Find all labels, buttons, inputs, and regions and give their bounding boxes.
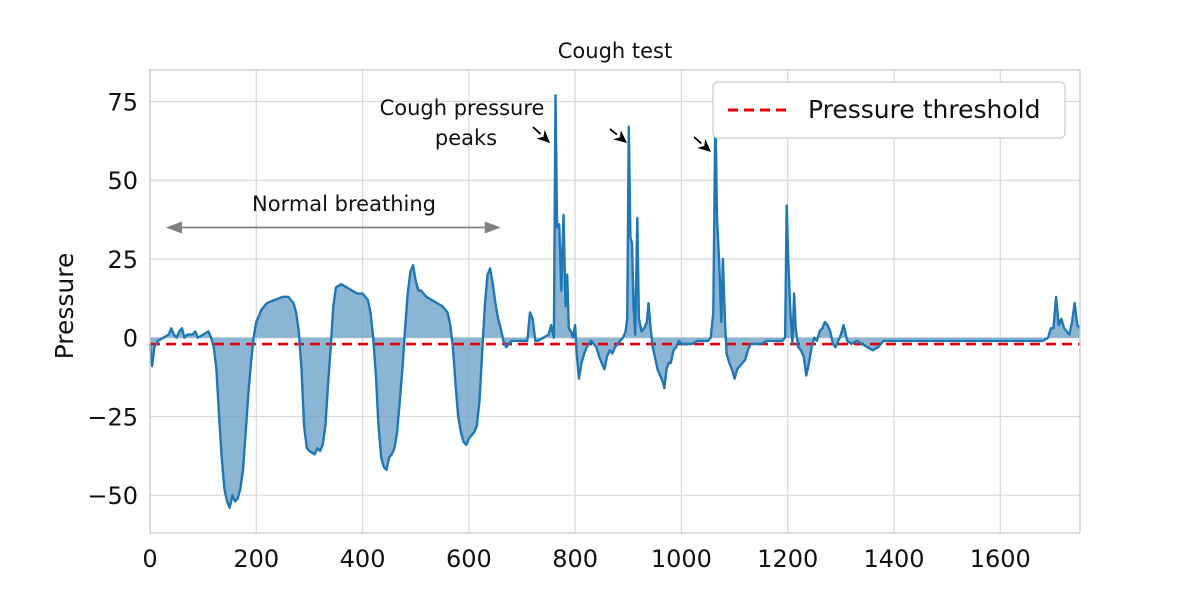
legend: Pressure threshold	[712, 81, 1066, 139]
x-tick-label: 200	[233, 545, 279, 573]
y-tick-label: 50	[107, 167, 138, 195]
x-tick-label: 1000	[651, 545, 712, 573]
plot-frame	[149, 69, 1081, 534]
normal-breathing-label: Normal breathing	[252, 192, 436, 216]
cough-peak-arrow-shaft	[609, 128, 618, 136]
y-tick-label: 25	[107, 246, 138, 274]
chart-title: Cough test	[558, 39, 672, 63]
y-tick-label: 0	[123, 325, 138, 353]
area-fill-layer	[150, 95, 1080, 508]
pressure-area-fill	[150, 95, 1080, 508]
annotations: Cough pressure peaks Normal breathing	[165, 96, 711, 234]
normal-breathing-arrowhead-right	[484, 221, 501, 234]
pressure-series-line	[148, 94, 1081, 509]
legend-box	[712, 81, 1066, 139]
plot-border	[149, 69, 1081, 534]
y-tick-label: −25	[87, 403, 138, 431]
y-tick-label: 75	[107, 88, 138, 116]
normal-breathing-arrowhead-left	[165, 221, 182, 234]
x-tick-label: 800	[552, 545, 598, 573]
x-tick-label: 1400	[863, 545, 924, 573]
x-tick-label: 1600	[970, 545, 1031, 573]
y-axis-label: Pressure	[50, 253, 79, 360]
series-layer	[148, 94, 1081, 509]
y-tick-label: −50	[87, 482, 138, 510]
cough-annotation-line-2: peaks	[435, 126, 497, 150]
x-tick-label: 400	[340, 545, 386, 573]
x-tick-label: 600	[446, 545, 492, 573]
legend-threshold-label: Pressure threshold	[808, 95, 1040, 124]
cough-annotation-line-1: Cough pressure	[380, 96, 545, 120]
cough-peak-arrowhead	[536, 129, 550, 143]
cough-peak-arrow-shaft	[693, 136, 702, 145]
cough-peak-arrowhead	[697, 138, 711, 152]
cough-peak-arrow-shaft	[532, 126, 542, 135]
x-tick-label: 1200	[757, 545, 818, 573]
cough-peak-arrowhead	[613, 130, 627, 143]
x-tick-label: 0	[142, 545, 157, 573]
tick-labels: 0 200 400 600 800 1000 1200 1400 1600 −50 −25 0 25 50…	[87, 88, 1030, 573]
